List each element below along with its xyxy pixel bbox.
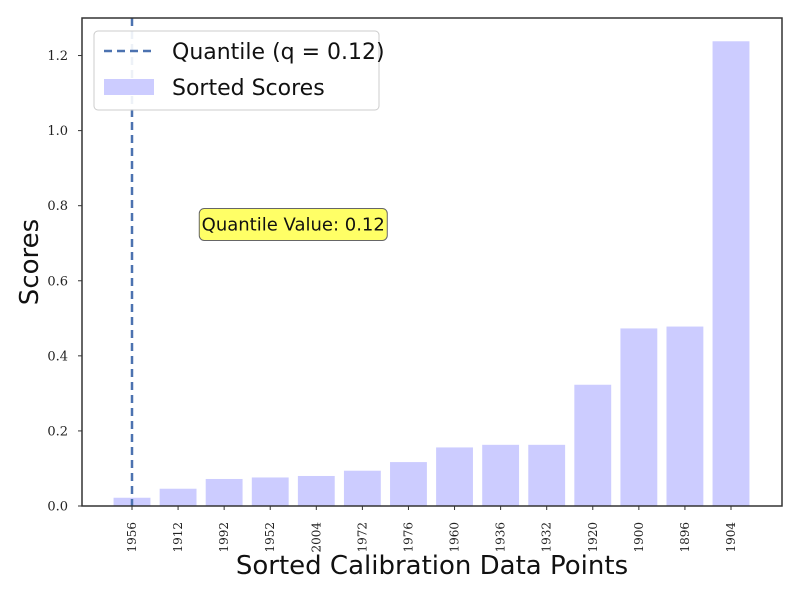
bar-1960 bbox=[436, 447, 473, 506]
x-tick-label: 1976 bbox=[401, 522, 415, 553]
y-axis-label: Scores bbox=[15, 219, 45, 305]
bars-group bbox=[113, 41, 750, 507]
bar-2004 bbox=[297, 475, 335, 506]
legend: Quantile (q = 0.12) Sorted Scores bbox=[93, 30, 385, 111]
bar-1936 bbox=[482, 444, 520, 506]
bar-1912 bbox=[159, 488, 197, 506]
x-tick-label: 1992 bbox=[217, 522, 231, 553]
y-tick-label: 0.0 bbox=[47, 500, 68, 515]
bar-1896 bbox=[666, 326, 704, 506]
x-tick-label: 1904 bbox=[724, 522, 738, 553]
bar-1972 bbox=[343, 470, 381, 506]
x-tick-label: 1920 bbox=[586, 522, 600, 553]
bar-1900 bbox=[620, 328, 658, 506]
bar-1992 bbox=[205, 478, 243, 506]
x-tick-label: 1972 bbox=[355, 522, 369, 553]
annotation: Quantile Value: 0.12 bbox=[198, 207, 388, 241]
x-axis-label: Sorted Calibration Data Points bbox=[236, 551, 628, 581]
x-tick-label: 1912 bbox=[171, 522, 185, 553]
y-tick-label: 1.2 bbox=[47, 49, 68, 64]
bar-1904 bbox=[712, 41, 750, 507]
annotation-text: Quantile Value: 0.12 bbox=[202, 214, 385, 235]
bar-1920 bbox=[574, 384, 612, 506]
legend-bars-label: Sorted Scores bbox=[172, 76, 325, 101]
y-tick-label: 0.4 bbox=[47, 349, 68, 364]
y-tick-label: 0.6 bbox=[47, 274, 68, 289]
bar-1952 bbox=[251, 477, 289, 506]
y-tick-label: 0.2 bbox=[47, 424, 68, 439]
x-tick-label: 1956 bbox=[125, 522, 139, 553]
bar-1932 bbox=[528, 444, 566, 506]
y-tick-label: 0.8 bbox=[47, 199, 68, 214]
x-tick-label: 1932 bbox=[540, 522, 554, 553]
legend-bars-swatch bbox=[104, 79, 154, 95]
x-tick-label: 2004 bbox=[309, 522, 323, 553]
annotation-box bbox=[198, 207, 388, 241]
legend-quantile-label: Quantile (q = 0.12) bbox=[172, 40, 385, 65]
x-ticks: 1956 1912 1992 1952 2004 1972 1976 1960 1936 1932… bbox=[125, 506, 738, 553]
y-ticks: 0.0 0.2 0.4 0.6 0.8 1.0 1.2 bbox=[47, 49, 82, 515]
bar-1976 bbox=[390, 462, 427, 506]
plot-frame bbox=[81, 17, 783, 507]
legend-box bbox=[93, 30, 380, 111]
x-tick-label: 1896 bbox=[678, 522, 692, 553]
y-tick-label: 1.0 bbox=[47, 124, 68, 139]
x-tick-label: 1900 bbox=[632, 522, 646, 553]
x-tick-label: 1936 bbox=[494, 522, 508, 553]
x-tick-label: 1952 bbox=[263, 522, 277, 553]
x-tick-label: 1960 bbox=[448, 522, 462, 553]
